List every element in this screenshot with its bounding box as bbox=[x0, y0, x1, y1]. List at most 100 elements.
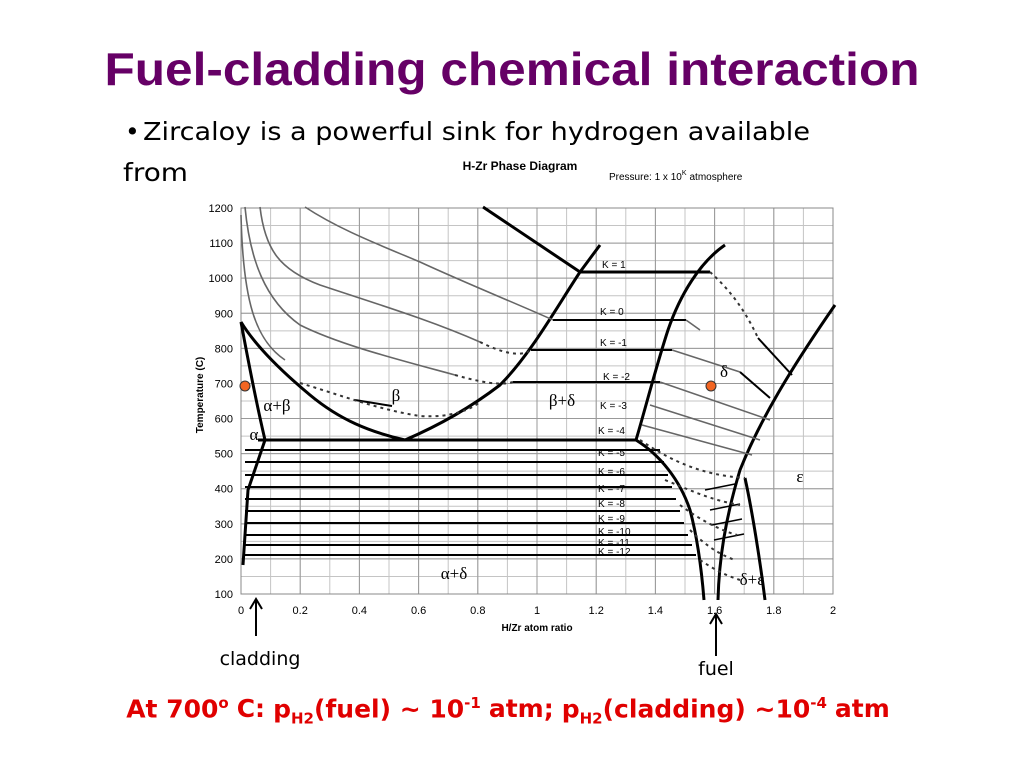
footer-text: At 700 bbox=[126, 694, 219, 724]
phase-label: δ+ε bbox=[740, 570, 765, 589]
fuel-label: fuel bbox=[698, 658, 734, 680]
phase-label: β bbox=[392, 386, 401, 405]
metastable bbox=[709, 271, 759, 339]
footer-text: atm bbox=[834, 694, 890, 724]
y-tick-label: 500 bbox=[215, 449, 233, 461]
x-axis-label: H/Zr atom ratio bbox=[501, 623, 572, 634]
footer-text: p bbox=[273, 694, 291, 724]
isobar bbox=[641, 319, 771, 456]
y-tick-label: 300 bbox=[215, 519, 233, 531]
cladding-arrow bbox=[249, 597, 263, 636]
footer-sub: H2 bbox=[290, 709, 314, 728]
metastable bbox=[299, 382, 481, 418]
footer-text: p bbox=[561, 694, 580, 724]
footer-text: atm; bbox=[488, 694, 554, 724]
isobar bbox=[244, 206, 456, 376]
phase-label: δ bbox=[720, 362, 728, 381]
bullet-text: from bbox=[123, 158, 188, 187]
boundary bbox=[743, 477, 767, 601]
y-tick-label: 200 bbox=[215, 554, 233, 566]
slide-title: Fuel-cladding chemical interaction bbox=[105, 43, 920, 95]
cladding-point bbox=[239, 380, 251, 392]
boundary bbox=[634, 243, 726, 441]
k-labels: K = 1 K = 0 K = -1 K = -2 K = -3 K = -4 K = -5… bbox=[598, 260, 631, 558]
k-label: K = 1 bbox=[602, 260, 626, 271]
footer-sup: -1 bbox=[464, 694, 481, 712]
k-label: K = 0 bbox=[600, 307, 624, 318]
metastable bbox=[479, 341, 532, 355]
x-tick-label: 0.6 bbox=[411, 605, 426, 617]
k-label: K = -10 bbox=[598, 527, 631, 538]
phase-labels: α+β β β+δ δ α ε α+δ δ+ε bbox=[250, 362, 804, 589]
y-tick-label: 100 bbox=[215, 589, 233, 601]
pressure-suffix: atmosphere bbox=[689, 172, 742, 183]
footer-text: (cladding) ~10 bbox=[602, 694, 811, 724]
k-label: K = -12 bbox=[598, 547, 631, 558]
footer: At 700o C: pH2(fuel) ~ 10-1 atm; pH2(claddin… bbox=[0, 694, 1024, 727]
k-label: K = -7 bbox=[598, 484, 625, 495]
y-tick-label: 700 bbox=[215, 378, 233, 390]
y-tick-label: 900 bbox=[215, 308, 233, 320]
footer-sub: H2 bbox=[579, 709, 603, 728]
bullet-text: Zircaloy is a powerful sink for hydrogen… bbox=[143, 117, 810, 146]
dashed-curves bbox=[299, 271, 759, 581]
k-label: K = -4 bbox=[598, 426, 625, 437]
y-tick-label: 400 bbox=[215, 484, 233, 496]
x-tick-label: 0.8 bbox=[470, 605, 485, 617]
x-tick-label: 0.4 bbox=[352, 605, 367, 617]
x-tick-label: 0 bbox=[238, 605, 244, 617]
boundary bbox=[716, 304, 837, 601]
phase-label: α+β bbox=[263, 396, 290, 415]
metastable bbox=[639, 439, 746, 581]
fuel-arrow bbox=[709, 612, 723, 656]
grid bbox=[240, 207, 834, 595]
x-tick-label: 1.6 bbox=[707, 605, 722, 617]
boundary bbox=[239, 321, 406, 442]
cladding-label: cladding bbox=[220, 648, 301, 670]
tie-lines bbox=[245, 449, 745, 556]
x-tick-label: 2 bbox=[830, 605, 836, 617]
figure-title: H-Zr Phase Diagram bbox=[463, 159, 578, 173]
footer-sup: -4 bbox=[810, 694, 827, 712]
isobar bbox=[739, 337, 793, 399]
phase-label: β+δ bbox=[549, 391, 575, 410]
k-label: K = -11 bbox=[598, 538, 630, 549]
footer-text: (fuel) ~ 10 bbox=[313, 694, 465, 724]
x-tick-label: 1 bbox=[534, 605, 540, 617]
isobar bbox=[259, 206, 481, 343]
k-label: K = -6 bbox=[598, 467, 625, 478]
k-label: K = -5 bbox=[598, 448, 625, 459]
x-tick-label: 1.4 bbox=[648, 605, 663, 617]
bullet-marker: • bbox=[125, 117, 140, 146]
phase-boundaries bbox=[239, 205, 837, 601]
y-tick-label: 600 bbox=[215, 414, 233, 426]
x-tick-label: 0.2 bbox=[293, 605, 308, 617]
y-axis-label: Temperature (C) bbox=[195, 357, 206, 434]
boundary bbox=[635, 438, 706, 601]
boundary bbox=[404, 244, 602, 442]
tie-line bbox=[713, 533, 745, 541]
isobar-curves bbox=[240, 206, 771, 456]
axis-ticks: 0 0.2 0.4 0.6 0.8 1 1.2 1.4 1.6 1.8 2 100 200 300 400 5… bbox=[209, 203, 837, 617]
y-tick-label: 1000 bbox=[209, 273, 233, 285]
pressure-prefix: Pressure: 1 x 10 bbox=[609, 172, 682, 183]
pressure-exponent: K bbox=[682, 170, 687, 177]
fuel-point bbox=[705, 380, 717, 392]
k-label: K = -8 bbox=[598, 499, 625, 510]
plot-frame bbox=[240, 207, 834, 595]
tie-line bbox=[709, 503, 741, 511]
y-tick-label: 1100 bbox=[209, 238, 233, 250]
y-tick-label: 800 bbox=[215, 343, 233, 355]
tie-line bbox=[704, 483, 736, 491]
footer-text: C: bbox=[236, 694, 266, 724]
isobar bbox=[354, 399, 393, 407]
phase-label: α+δ bbox=[441, 564, 468, 583]
y-tick-label: 1200 bbox=[209, 203, 233, 215]
k-label: K = -3 bbox=[600, 401, 627, 412]
phase-label: ε bbox=[796, 467, 803, 486]
footer-sup: o bbox=[218, 694, 229, 712]
k-label: K = -9 bbox=[598, 514, 625, 525]
pressure-note: Pressure: 1 x 10K atmosphere bbox=[609, 170, 743, 183]
